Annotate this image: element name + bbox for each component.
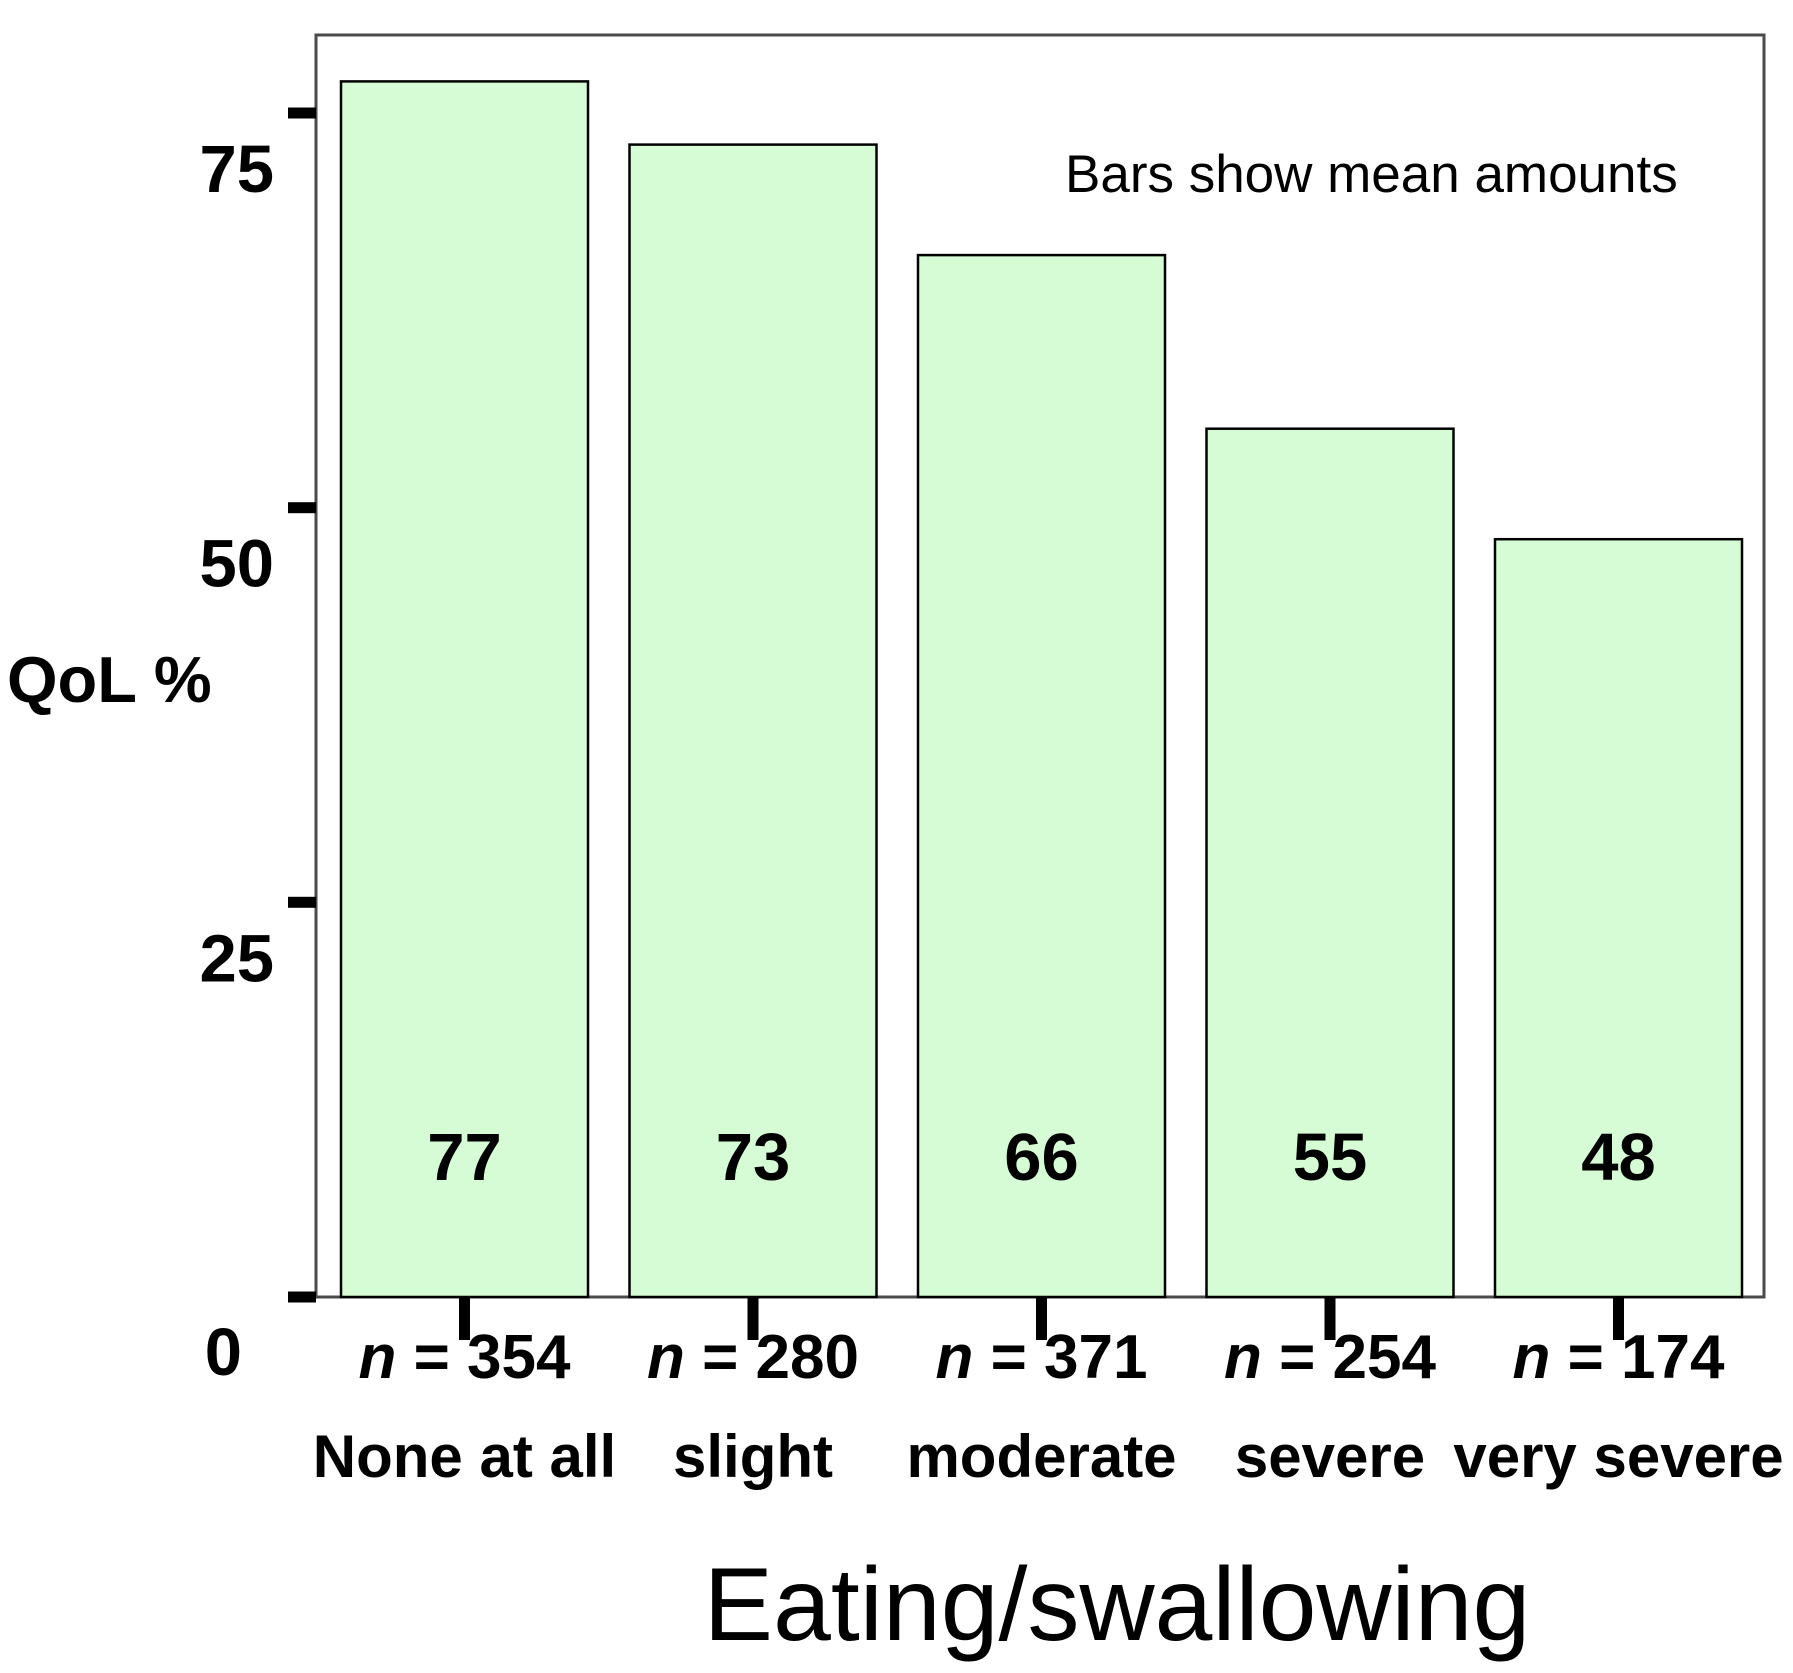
x-tick-none-at-all [459,1298,470,1340]
category-label-none-at-all: None at all [313,1423,616,1490]
y-tick-label-75: 75 [199,132,274,207]
bar-value-label-none-at-all: 77 [427,1120,502,1195]
n-count-label-very-severe: n = 174 [1513,1323,1725,1392]
ticks-layer [288,107,1624,1340]
bars-layer [339,80,1744,1299]
n-count-label-moderate: n = 371 [936,1323,1148,1392]
y-axis-title: QoL % [7,643,212,716]
y-tick-label-50: 50 [199,527,274,602]
bar-value-label-slight: 73 [716,1120,791,1195]
y-tick-label-25: 25 [199,921,274,996]
x-tick-slight [747,1298,759,1340]
bar-value-label-severe: 55 [1293,1120,1368,1195]
y-tick-50 [288,502,316,514]
bar-none-at-all [339,80,590,1299]
n-count-label-none-at-all: n = 354 [359,1323,571,1392]
x-axis-title: Eating/swallowing [704,1547,1531,1663]
bar-value-label-very-severe: 48 [1581,1120,1656,1195]
y-tick-label-0: 0 [205,1315,242,1390]
bar-moderate [916,253,1167,1299]
category-label-moderate: moderate [906,1423,1176,1490]
y-tick-25 [288,896,316,908]
n-count-label-slight: n = 280 [647,1323,859,1392]
labels-layer: 77 n = 354 None at all 73 n = 280 slight 66 n =… [199,132,1783,1490]
bar-value-label-moderate: 66 [1004,1120,1079,1195]
x-tick-moderate [1036,1298,1047,1340]
annotation-bars-show-mean-amounts: Bars show mean amounts [1065,145,1678,204]
x-tick-very-severe [1613,1298,1624,1340]
category-label-very-severe: very severe [1453,1423,1783,1490]
category-label-severe: severe [1235,1423,1425,1490]
y-tick-75 [288,107,316,119]
y-tick-0 [288,1291,316,1303]
bar-very-severe [1493,537,1744,1299]
n-count-label-severe: n = 254 [1224,1323,1436,1392]
bar-severe [1205,427,1455,1299]
category-label-slight: slight [673,1423,833,1490]
bar-slight [628,143,878,1299]
x-tick-severe [1324,1298,1336,1340]
